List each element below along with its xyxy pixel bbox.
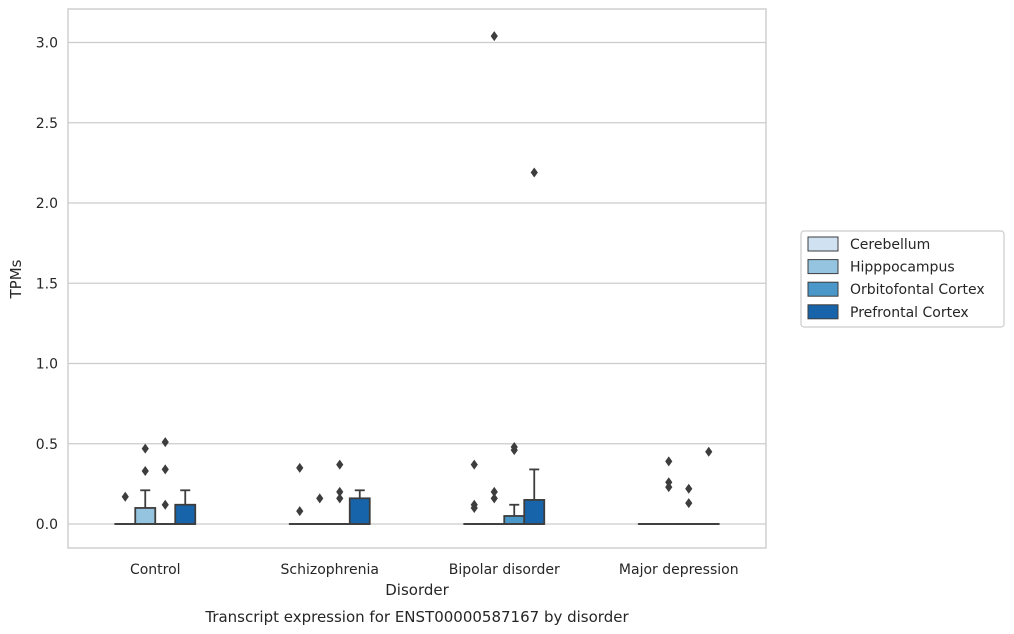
y-tick-label: 0.0 — [36, 517, 58, 533]
y-tick-label: 3.0 — [36, 36, 58, 52]
box-cerebellum — [288, 462, 311, 525]
y-tick-label: 2.0 — [36, 196, 58, 212]
outlier-point — [296, 462, 304, 473]
outlier-point — [296, 506, 304, 517]
box-orbitofontal-cortex — [154, 437, 177, 525]
outlier-point — [316, 493, 324, 504]
outlier-point — [470, 502, 478, 513]
outlier-point — [141, 443, 149, 454]
outlier-point — [161, 464, 169, 475]
outlier-point — [530, 167, 538, 178]
outlier-point — [336, 486, 344, 497]
outlier-point — [490, 486, 498, 497]
x-tick-label: Major depression — [619, 562, 739, 578]
outlier-point — [665, 482, 673, 493]
outlier-point — [685, 498, 693, 509]
outlier-point — [490, 493, 498, 504]
box-prefrontal-cortex — [174, 489, 197, 525]
x-tick-label: Bipolar disorder — [449, 562, 560, 578]
box-body — [348, 497, 371, 525]
y-tick-label: 1.0 — [36, 357, 58, 373]
box-orbitofontal-cortex — [503, 441, 526, 525]
box-body — [134, 507, 157, 525]
outlier-point — [336, 459, 344, 470]
y-axis-ticks: 0.0 0.5 1.0 1.5 2.0 2.5 3.0 — [36, 36, 58, 534]
box-body — [523, 499, 546, 525]
box-hipppocampus — [134, 443, 157, 525]
box-orbitofontal-cortex — [677, 483, 700, 525]
plot-area — [67, 8, 767, 549]
legend-swatch — [807, 236, 839, 252]
outlier-point — [121, 491, 129, 502]
box-cerebellum — [463, 459, 486, 525]
y-axis-label: TPMs — [7, 259, 25, 299]
outlier-point — [510, 445, 518, 456]
y-tick-label: 0.5 — [36, 437, 58, 453]
box-orbitofontal-cortex — [328, 459, 351, 525]
y-tick-label: 1.5 — [36, 276, 58, 292]
outlier-point — [490, 31, 498, 42]
x-axis-ticks: Control Schizophrenia Bipolar disorder Majo… — [130, 562, 739, 578]
box-hipppocampus — [308, 493, 331, 525]
legend-label: Orbitofontal Cortex — [850, 282, 985, 298]
legend-swatch — [807, 259, 839, 275]
box-hipppocampus — [657, 456, 680, 525]
legend-label: Prefrontal Cortex — [850, 305, 969, 321]
legend-label: Hipppocampus — [850, 260, 955, 276]
x-axis-label: Disorder — [385, 581, 449, 599]
outlier-point — [705, 446, 713, 457]
outlier-point — [685, 483, 693, 494]
legend-box — [800, 230, 1005, 328]
x-tick-label: Control — [130, 562, 181, 578]
box-prefrontal-cortex — [523, 167, 546, 525]
legend-label: Cerebellum — [850, 237, 930, 253]
plot-border — [67, 8, 767, 549]
figure-caption: Transcript expression for ENST0000058716… — [204, 608, 629, 626]
outlier-point — [665, 456, 673, 467]
x-tick-label: Schizophrenia — [281, 562, 379, 578]
legend-swatch — [807, 281, 839, 297]
box-cerebellum — [114, 491, 137, 525]
outlier-point — [336, 493, 344, 504]
legend-swatch — [807, 304, 839, 320]
outlier-point — [470, 459, 478, 470]
box-series — [114, 31, 720, 525]
box-hipppocampus — [483, 31, 506, 525]
box-body — [174, 503, 197, 525]
box-prefrontal-cortex — [348, 489, 371, 525]
grid-lines — [68, 41, 766, 525]
y-tick-label: 2.5 — [36, 116, 58, 132]
outlier-point — [161, 437, 169, 448]
legend: Cerebellum Hipppocampus Orbitofontal Corte… — [800, 230, 1005, 328]
outlier-point — [141, 466, 149, 477]
box-prefrontal-cortex — [697, 446, 720, 525]
box-body — [503, 515, 526, 525]
outlier-point — [161, 499, 169, 510]
